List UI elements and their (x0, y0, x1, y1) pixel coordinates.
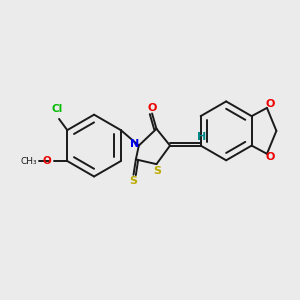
Text: S: S (129, 176, 137, 186)
Text: N: N (130, 139, 139, 149)
Text: O: O (266, 99, 275, 110)
Text: O: O (147, 103, 157, 113)
Text: CH₃: CH₃ (21, 157, 37, 166)
Text: S: S (153, 166, 161, 176)
Text: O: O (266, 152, 275, 162)
Text: O: O (43, 156, 52, 166)
Text: Cl: Cl (51, 103, 63, 114)
Text: H: H (196, 132, 206, 142)
